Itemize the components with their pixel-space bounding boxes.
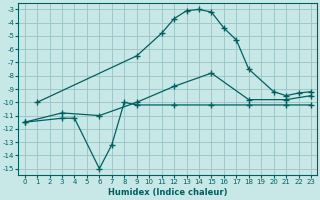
X-axis label: Humidex (Indice chaleur): Humidex (Indice chaleur) [108,188,228,197]
